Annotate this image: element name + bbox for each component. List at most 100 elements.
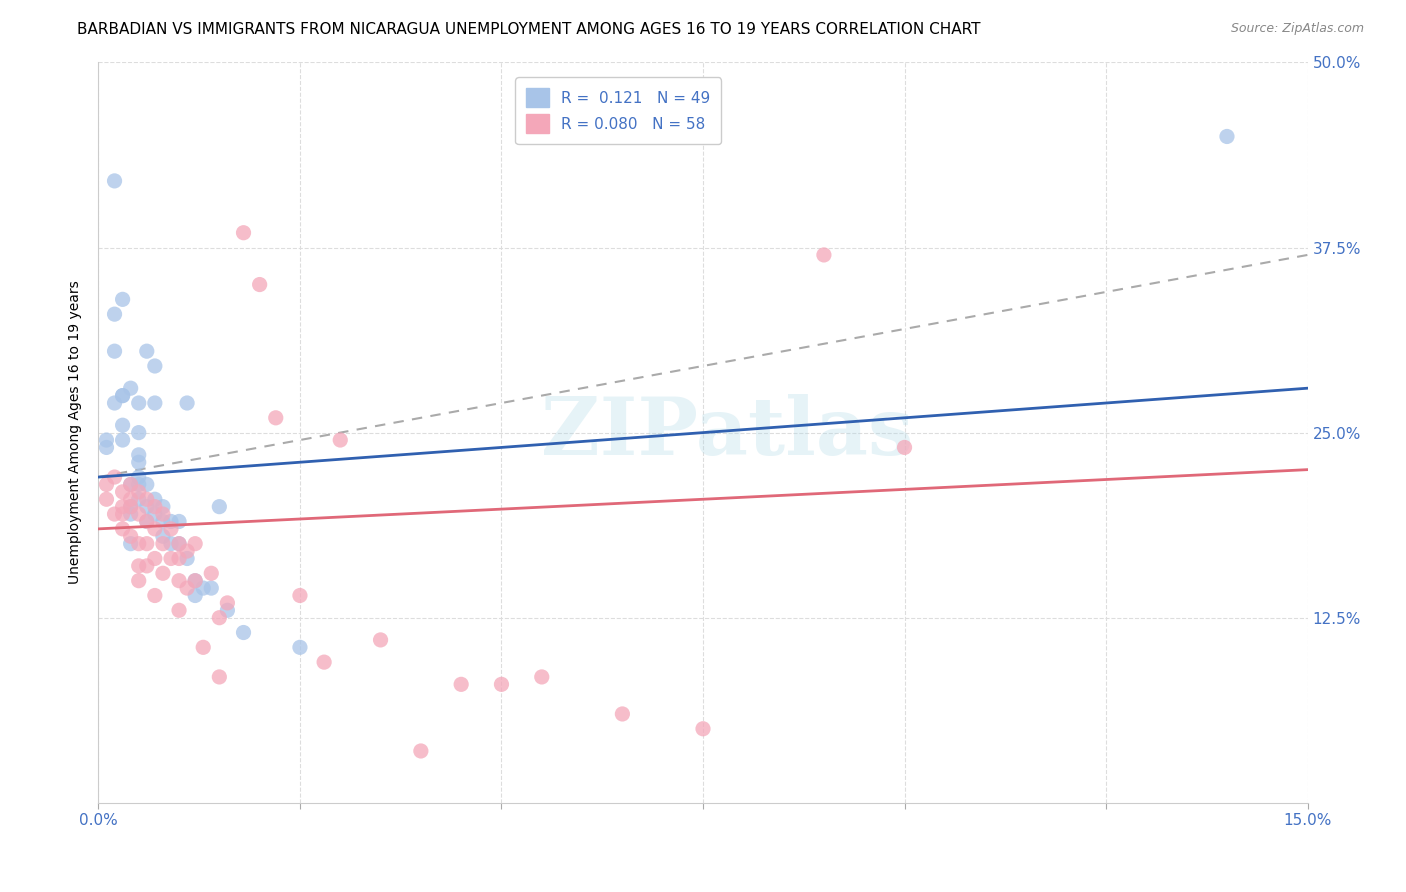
Point xyxy=(612,706,634,721)
Point xyxy=(128,574,150,588)
Point xyxy=(135,536,157,550)
Point xyxy=(120,477,142,491)
Point xyxy=(111,433,134,447)
Point xyxy=(96,477,118,491)
Point xyxy=(143,522,166,536)
Point xyxy=(167,536,190,550)
Point xyxy=(143,396,166,410)
Point xyxy=(120,529,142,543)
Point xyxy=(152,529,174,543)
Point xyxy=(176,581,198,595)
Point xyxy=(491,677,513,691)
Point xyxy=(120,507,142,521)
Point xyxy=(152,507,174,521)
Point xyxy=(167,574,190,588)
Point xyxy=(450,677,472,691)
Point xyxy=(143,589,166,603)
Point xyxy=(143,492,166,507)
Point xyxy=(120,536,142,550)
Point xyxy=(208,670,231,684)
Point xyxy=(813,248,835,262)
Point xyxy=(176,396,198,410)
Point xyxy=(128,470,150,484)
Text: ZIPatlas: ZIPatlas xyxy=(541,393,914,472)
Point xyxy=(184,574,207,588)
Point xyxy=(111,293,134,307)
Legend: R =  0.121   N = 49, R = 0.080   N = 58: R = 0.121 N = 49, R = 0.080 N = 58 xyxy=(516,78,721,144)
Point xyxy=(135,515,157,529)
Point xyxy=(135,344,157,359)
Point xyxy=(200,566,222,581)
Point xyxy=(111,484,134,499)
Point xyxy=(314,655,336,669)
Point xyxy=(160,522,183,536)
Point xyxy=(409,744,432,758)
Point xyxy=(167,536,190,550)
Point xyxy=(103,174,125,188)
Point xyxy=(530,670,553,684)
Point xyxy=(193,640,215,655)
Point xyxy=(152,500,174,514)
Point xyxy=(128,492,150,507)
Point xyxy=(128,455,150,469)
Point xyxy=(143,500,166,514)
Point xyxy=(160,515,183,529)
Point xyxy=(200,581,222,595)
Point xyxy=(232,625,254,640)
Point xyxy=(103,396,125,410)
Point xyxy=(128,558,150,573)
Point xyxy=(135,558,157,573)
Point xyxy=(111,388,134,402)
Point xyxy=(135,477,157,491)
Point xyxy=(152,515,174,529)
Point xyxy=(692,722,714,736)
Point xyxy=(184,574,207,588)
Point xyxy=(128,484,150,499)
Point xyxy=(103,470,125,484)
Point xyxy=(135,492,157,507)
Point xyxy=(120,500,142,514)
Point xyxy=(152,566,174,581)
Point xyxy=(167,515,190,529)
Point xyxy=(193,581,215,595)
Point xyxy=(208,610,231,624)
Point xyxy=(111,418,134,433)
Point xyxy=(128,396,150,410)
Point xyxy=(143,507,166,521)
Point xyxy=(96,492,118,507)
Point xyxy=(288,640,311,655)
Point xyxy=(120,381,142,395)
Point xyxy=(128,536,150,550)
Point xyxy=(135,515,157,529)
Point xyxy=(111,522,134,536)
Point xyxy=(128,448,150,462)
Point xyxy=(160,536,183,550)
Point xyxy=(160,551,183,566)
Point xyxy=(111,388,134,402)
Point xyxy=(1216,129,1239,144)
Point xyxy=(128,477,150,491)
Point xyxy=(128,425,150,440)
Point xyxy=(103,307,125,321)
Point xyxy=(120,477,142,491)
Point xyxy=(184,536,207,550)
Point xyxy=(120,492,142,507)
Point xyxy=(264,410,287,425)
Point xyxy=(893,441,915,455)
Point xyxy=(217,603,239,617)
Point xyxy=(167,603,190,617)
Point xyxy=(208,500,231,514)
Point xyxy=(96,433,118,447)
Point xyxy=(184,589,207,603)
Point xyxy=(176,551,198,566)
Point xyxy=(120,500,142,514)
Point xyxy=(111,500,134,514)
Point xyxy=(176,544,198,558)
Text: BARBADIAN VS IMMIGRANTS FROM NICARAGUA UNEMPLOYMENT AMONG AGES 16 TO 19 YEARS CO: BARBADIAN VS IMMIGRANTS FROM NICARAGUA U… xyxy=(77,22,981,37)
Point xyxy=(96,441,118,455)
Point xyxy=(111,507,134,521)
Text: Source: ZipAtlas.com: Source: ZipAtlas.com xyxy=(1230,22,1364,36)
Point xyxy=(288,589,311,603)
Point xyxy=(135,500,157,514)
Point xyxy=(143,551,166,566)
